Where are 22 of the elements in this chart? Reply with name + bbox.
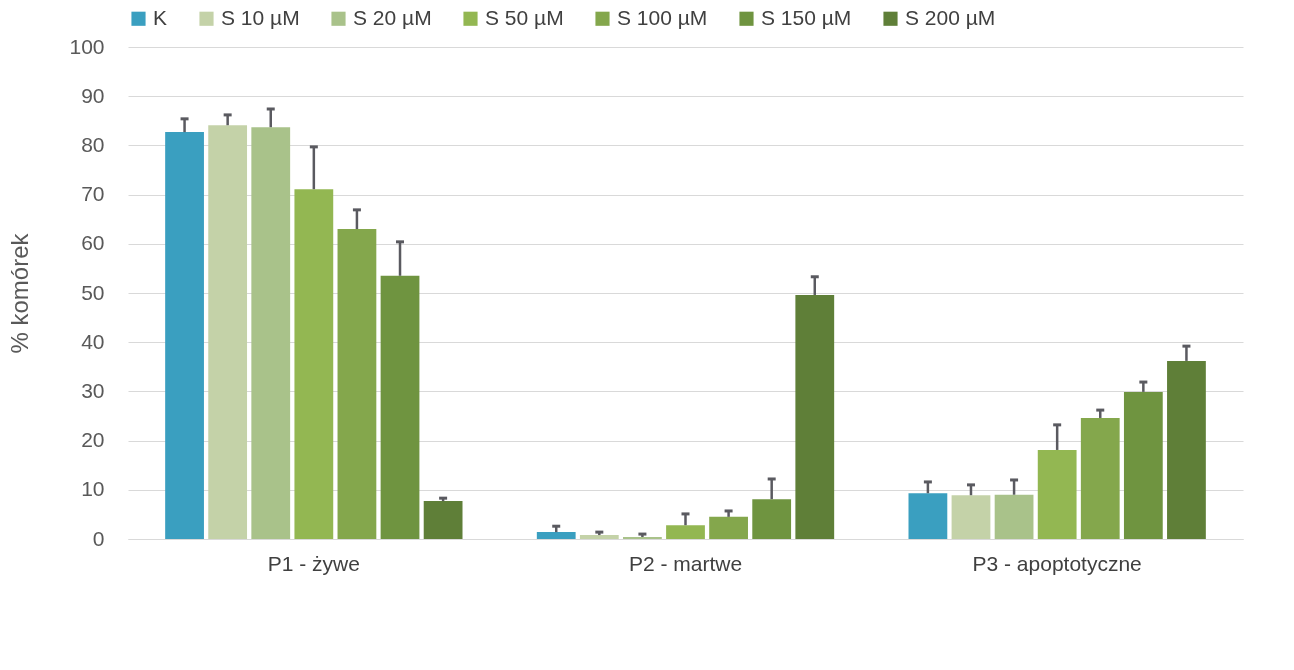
y-tick-label: 0 (92, 526, 105, 550)
y-axis-title: % komórek (6, 232, 34, 354)
y-tick-label: 90 (81, 83, 105, 107)
legend-label: S 200 µM (905, 5, 996, 29)
y-tick-label: 40 (81, 329, 105, 353)
y-tick-label: 50 (81, 280, 105, 304)
x-tick-label: P1 - żywe (267, 551, 360, 575)
legend-label: S 10 µM (221, 5, 300, 29)
legend-label: S 50 µM (485, 5, 564, 29)
y-tick-label: 70 (81, 182, 105, 206)
y-tick-label: 100 (69, 34, 105, 58)
y-tick-label: 20 (81, 428, 105, 452)
y-tick-label: 30 (81, 378, 105, 402)
y-tick-label: 80 (81, 132, 105, 156)
legend-label: S 20 µM (353, 5, 432, 29)
legend-label: S 150 µM (761, 5, 852, 29)
x-tick-label: P3 - apoptotyczne (972, 551, 1142, 575)
y-tick-label: 10 (81, 477, 105, 501)
legend-label: S 100 µM (617, 5, 708, 29)
legend-label: K (153, 5, 168, 29)
x-tick-label: P2 - martwe (628, 551, 743, 575)
y-tick-label: 60 (81, 231, 105, 255)
